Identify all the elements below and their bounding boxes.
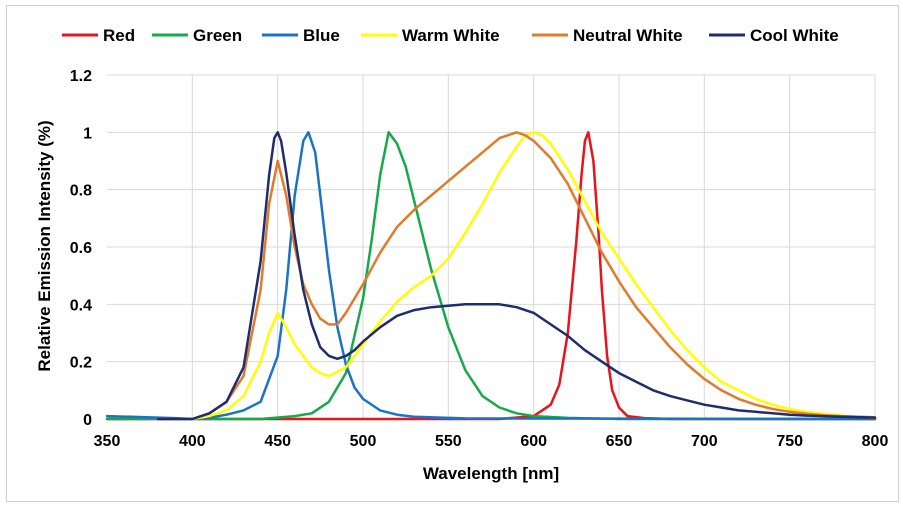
chart-frame (6, 5, 899, 502)
y-tick-label: 1 (83, 125, 92, 142)
series-line-warm-white (191, 131, 877, 421)
series-line-green (105, 131, 877, 421)
x-tick-label: 350 (94, 433, 121, 450)
y-axis-ticks: 0 0.2 0.4 0.6 0.8 1 1.2 (70, 68, 92, 429)
x-axis-label: Wavelength [nm] (423, 464, 559, 483)
y-tick-label: 0.8 (70, 183, 92, 200)
legend-label-warm-white: Warm White (402, 26, 500, 45)
series-line-cool-white (156, 131, 877, 421)
x-tick-label: 450 (264, 433, 291, 450)
series-line-red (105, 131, 877, 421)
series-line-blue (105, 131, 877, 421)
x-tick-label: 800 (862, 433, 889, 450)
series-lines (105, 131, 877, 421)
x-tick-label: 750 (776, 433, 803, 450)
x-tick-label: 700 (691, 433, 718, 450)
y-tick-label: 0 (83, 412, 92, 429)
y-tick-label: 0.2 (70, 355, 92, 372)
legend-label-green: Green (193, 26, 242, 45)
x-tick-label: 600 (520, 433, 547, 450)
y-axis-label: Relative Emission Intensity (%) (35, 120, 54, 371)
legend-label-blue: Blue (303, 26, 340, 45)
grid-lines (107, 74, 876, 420)
x-tick-label: 500 (350, 433, 377, 450)
x-tick-label: 400 (179, 433, 206, 450)
y-tick-label: 1.2 (70, 68, 92, 85)
series-line-neutral-white (191, 131, 877, 421)
legend-label-cool-white: Cool White (750, 26, 839, 45)
legend: Red Green Blue Warm White Neutral White Cool … (62, 26, 839, 45)
x-axis-ticks: 350 400 450 500 550 600 650 700 750 800 (94, 433, 889, 450)
legend-label-red: Red (103, 26, 135, 45)
x-tick-label: 650 (606, 433, 633, 450)
y-tick-label: 0.4 (70, 297, 92, 314)
y-tick-label: 0.6 (70, 240, 92, 257)
x-tick-label: 550 (435, 433, 462, 450)
legend-label-neutral-white: Neutral White (573, 26, 683, 45)
